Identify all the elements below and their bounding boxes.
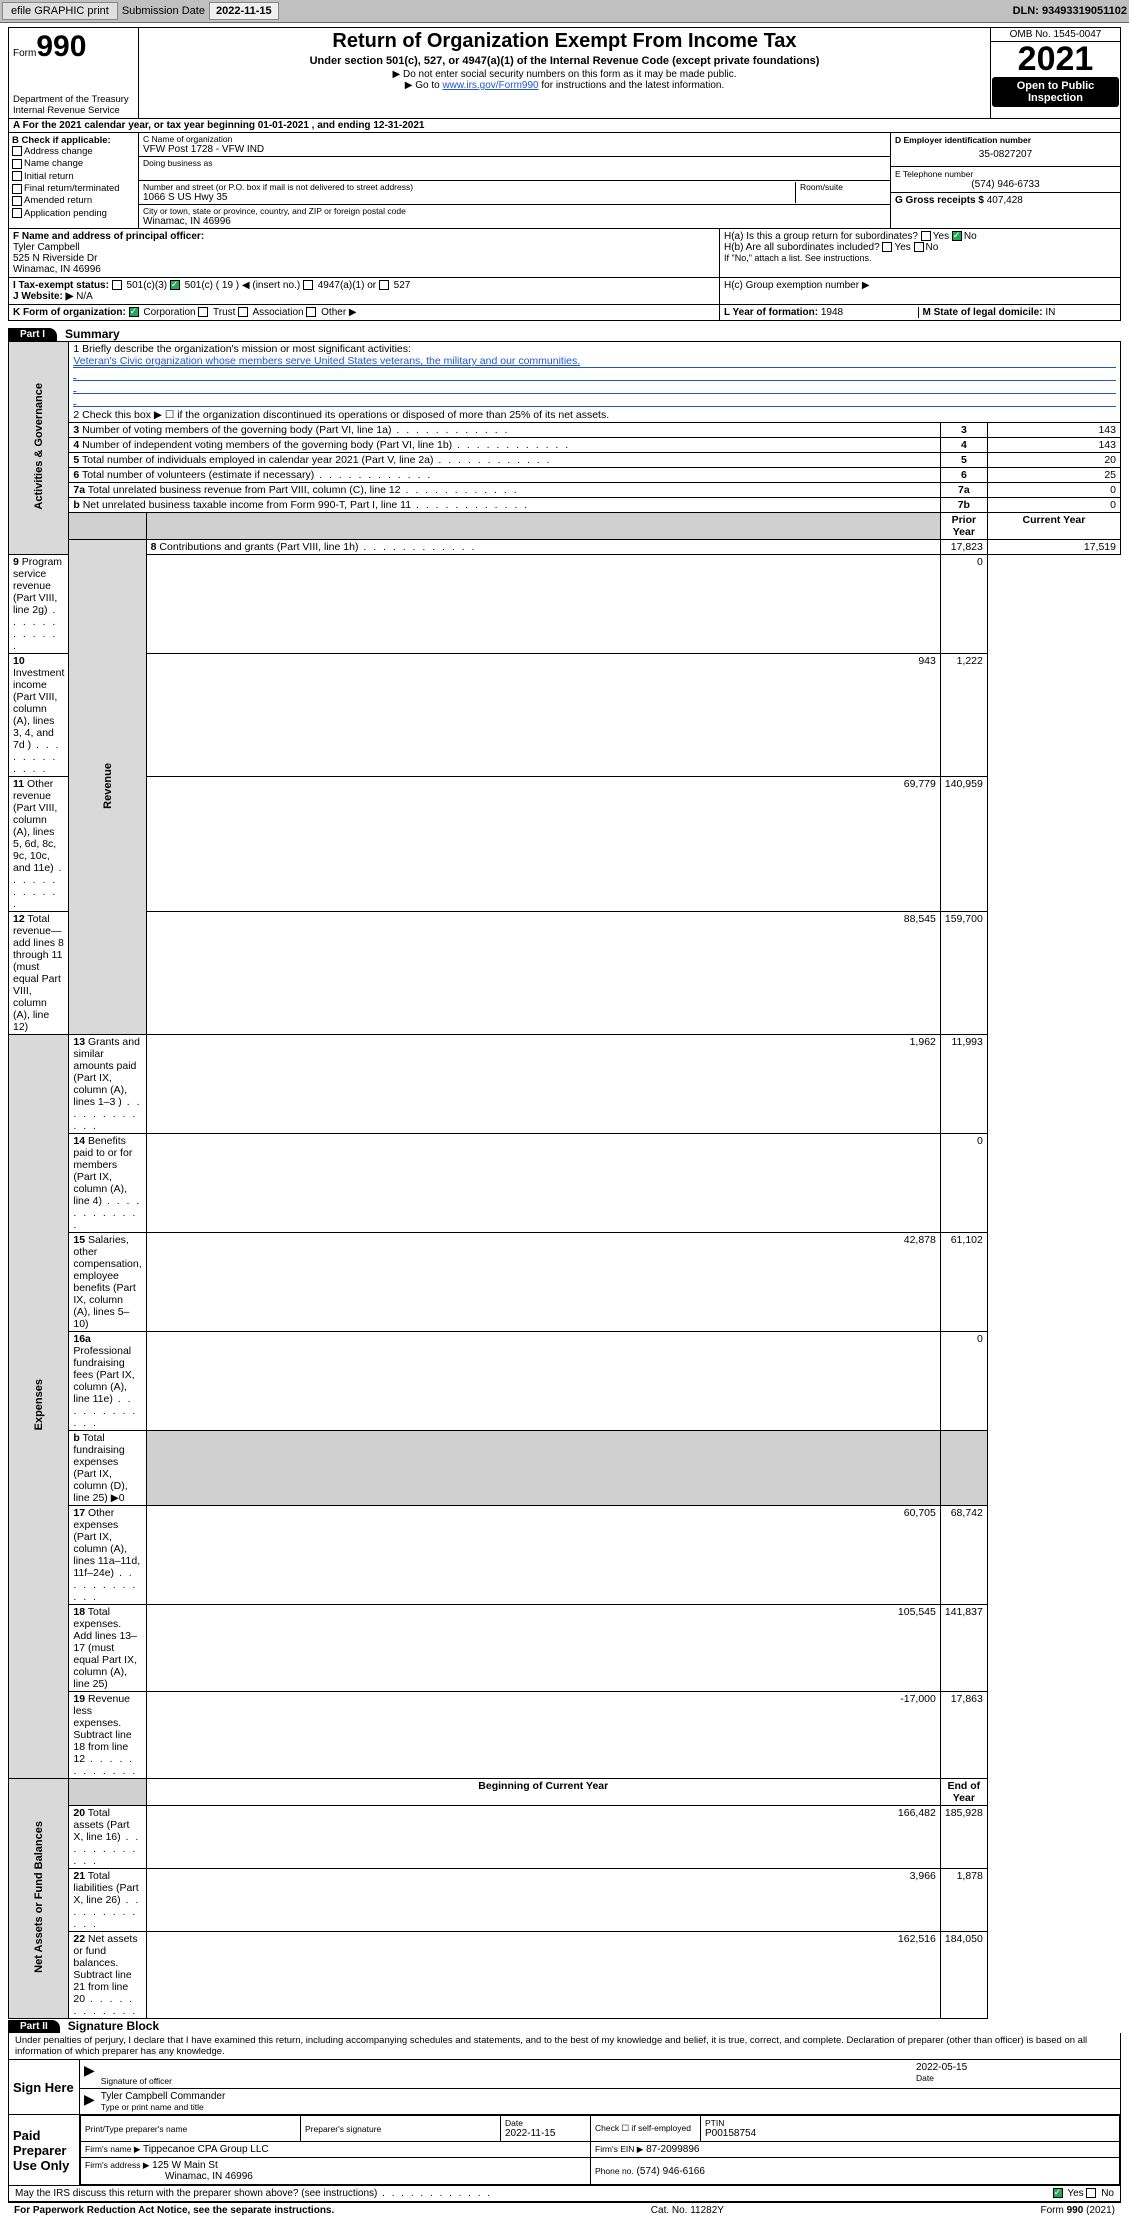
perjury-statement: Under penalties of perjury, I declare th… [9,2033,1120,2059]
form-footer: Form 990 (2021) [1041,2205,1115,2216]
form-subtitle: Under section 501(c), 527, or 4947(a)(1)… [145,55,984,67]
year-formation: L Year of formation: 1948 [724,307,919,318]
org-city: Winamac, IN 46996 [143,216,886,227]
form-note-ssn: ▶ Do not enter social security numbers o… [145,69,984,80]
chk-application-pending[interactable]: Application pending [12,208,135,220]
hb-subordinates: H(b) Are all subordinates included? Yes … [724,242,1116,253]
summary-table: Activities & Governance 1 Briefly descri… [8,341,1121,2019]
dept-label: Department of the Treasury [13,94,134,105]
firm-name: Tippecanoe CPA Group LLC [143,2144,269,2155]
ein: 35-0827207 [895,145,1116,164]
form-note-link: ▶ Go to www.irs.gov/Form990 for instruct… [145,80,984,91]
row-j-website: J Website: ▶ N/A [13,291,715,302]
row-k-form-org: K Form of organization: Corporation Trus… [9,305,720,320]
org-street: 1066 S US Hwy 35 [143,192,795,203]
irs-label: Internal Revenue Service [13,105,134,116]
paid-preparer-label: Paid Preparer Use Only [9,2115,79,2185]
form-number: Form990 [13,30,134,64]
side-net-assets: Net Assets or Fund Balances [33,1821,45,1973]
side-revenue: Revenue [102,763,114,809]
chk-name-change[interactable]: Name change [12,158,135,170]
officer-addr1: 525 N Riverside Dr [13,253,97,264]
gross-receipts: 407,428 [987,195,1023,206]
firm-phone: (574) 946-6166 [637,2166,705,2177]
part1-tab: Part I [8,328,57,341]
side-governance: Activities & Governance [33,383,45,510]
open-to-public: Open to Public Inspection [992,77,1119,107]
hc-group-exemption: H(c) Group exemption number ▶ [724,280,1116,291]
chk-initial-return[interactable]: Initial return [12,171,135,183]
firm-addr: 125 W Main St [152,2160,218,2171]
firm-ein: 87-2099896 [646,2144,699,2155]
state-domicile: M State of legal domicile: IN [919,307,1117,318]
efile-graphic-button[interactable]: efile GRAPHIC print [2,2,118,20]
phone: (574) 946-6733 [895,179,1116,190]
form-title: Return of Organization Exempt From Incom… [145,30,984,53]
officer-name: Tyler Campbell [13,242,80,253]
line-a-tax-year: A For the 2021 calendar year, or tax yea… [8,119,1121,133]
submission-date-value: 2022-11-15 [209,2,279,20]
part2-tab: Part II [8,2020,60,2033]
prep-date: 2022-11-15 [505,2128,555,2139]
chk-final-return[interactable]: Final return/terminated [12,183,135,195]
tax-year: 2021 [991,42,1120,76]
officer-name-title: Tyler Campbell Commander [101,2091,1116,2102]
form-header: Form990 Department of the Treasury Inter… [8,27,1121,119]
ha-group-return: H(a) Is this a group return for subordin… [724,231,1116,242]
submission-date-label: Submission Date [122,5,205,17]
chk-amended-return[interactable]: Amended return [12,195,135,207]
sign-here-label: Sign Here [9,2060,79,2114]
pra-notice: For Paperwork Reduction Act Notice, see … [14,2205,334,2216]
part2-title: Signature Block [68,2019,159,2033]
irs-link[interactable]: www.irs.gov/Form990 [442,80,538,91]
ptin: P00158754 [705,2128,756,2139]
sig-date: 2022-05-15 [916,2062,1116,2073]
efile-toolbar: efile GRAPHIC print Submission Date 2022… [0,0,1129,23]
cat-no: Cat. No. 11282Y [651,2205,724,2216]
side-expenses: Expenses [33,1379,45,1430]
dln-field: DLN: 93493319051102 [1013,5,1127,17]
officer-addr2: Winamac, IN 46996 [13,264,101,275]
row-i-tax-status: I Tax-exempt status: 501(c)(3) 501(c) ( … [13,280,715,291]
may-irs-discuss: May the IRS discuss this return with the… [9,2185,1120,2201]
part1-title: Summary [65,327,120,341]
chk-address-change[interactable]: Address change [12,146,135,158]
col-b-checkboxes: B Check if applicable: Address change Na… [9,133,139,228]
org-name: VFW Post 1728 - VFW IND [143,144,886,155]
mission-text: Veteran's Civic organization whose membe… [73,355,1116,368]
